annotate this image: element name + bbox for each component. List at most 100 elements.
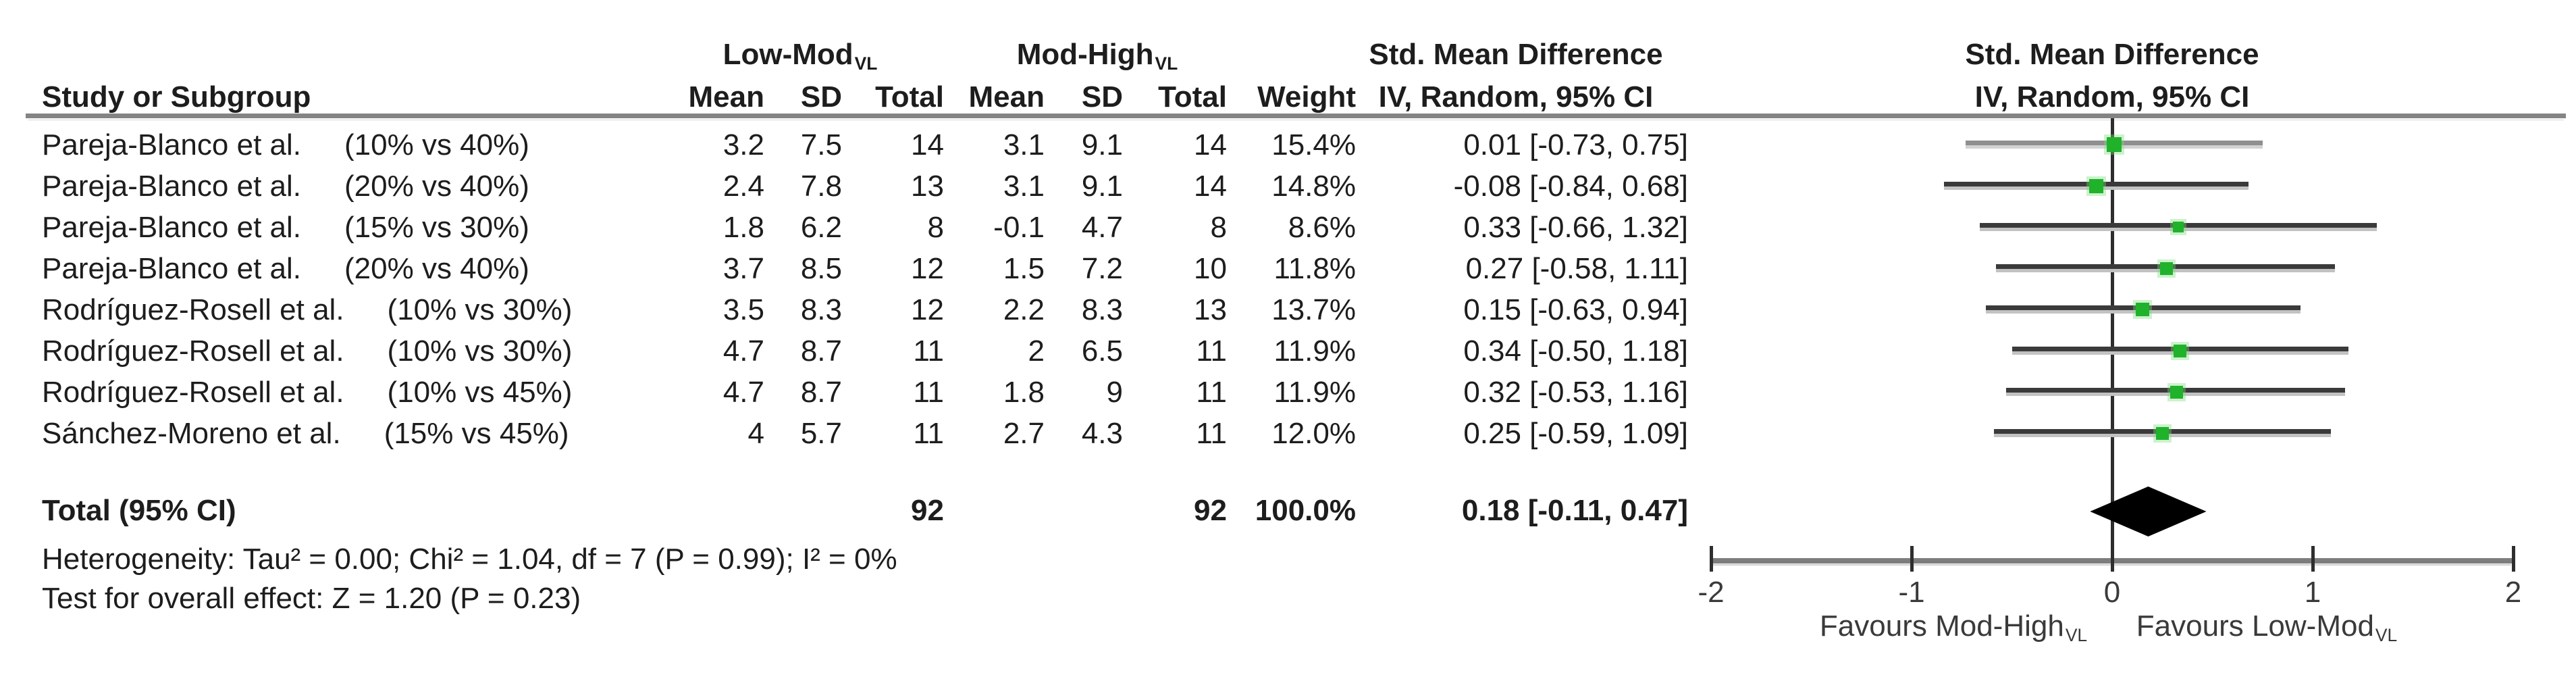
total-row-total2: 92	[1194, 494, 1227, 527]
sd2-value: 8.3	[1081, 293, 1123, 326]
mean1-header: Mean	[688, 80, 764, 114]
weight-value: 11.9%	[1273, 334, 1357, 368]
group1-header: Low-ModVL	[723, 34, 878, 75]
total-row-weight: 100.0%	[1255, 494, 1356, 527]
ci-text: -0.08 [-0.84, 0.68]	[1453, 170, 1688, 203]
weight-value: 11.9%	[1273, 376, 1357, 409]
favours-left-label: Favours Mod-HighVL	[1820, 607, 2087, 645]
study-name: Sánchez-Moreno et al.	[42, 417, 341, 450]
table-row: Pareja-Blanco et al. (20% vs 40%)	[42, 248, 529, 289]
ci-text: 0.33 [-0.66, 1.32]	[1463, 211, 1688, 244]
heterogeneity-text: Heterogeneity: Tau² = 0.00; Chi² = 1.04,…	[42, 543, 897, 576]
sd1-value: 7.8	[800, 170, 842, 203]
sd2-value: 4.7	[1081, 211, 1123, 244]
overall-effect-text: Test for overall effect: Z = 1.20 (P = 0…	[42, 582, 581, 615]
weight-value: 13.7%	[1271, 293, 1356, 326]
plot-subtitle: IV, Random, 95% CI	[1974, 80, 2250, 114]
total1-value: 11	[913, 417, 944, 450]
smd-column-title: Std. Mean Difference	[1369, 38, 1663, 71]
total1-value: 12	[911, 252, 944, 285]
plot-title: Std. Mean Difference	[1965, 38, 2259, 71]
point-estimate-marker	[2170, 385, 2183, 399]
point-estimate-marker	[2135, 303, 2149, 316]
sd1-value: 7.5	[800, 128, 842, 161]
point-estimate-marker	[2173, 222, 2184, 232]
axis-tick	[1710, 546, 1713, 572]
axis-tick	[1910, 546, 1914, 572]
point-estimate-marker	[2174, 344, 2187, 357]
study-subgroup: (10% vs 40%)	[344, 128, 529, 161]
mean2-value: 3.1	[1003, 170, 1045, 203]
total2-value: 8	[1210, 211, 1227, 244]
sd1-value: 8.5	[800, 252, 842, 285]
mean1-value: 1.8	[722, 211, 764, 244]
mean1-value: 2.4	[722, 170, 764, 203]
total-row-ci: 0.18 [-0.11, 0.47]	[1461, 494, 1688, 527]
favours-left-subscript: VL	[2065, 625, 2088, 646]
sd2-value: 9.1	[1081, 128, 1123, 161]
study-subgroup: (10% vs 30%)	[387, 334, 573, 368]
study-name: Rodríguez-Rosell et al.	[42, 334, 344, 368]
table-row: Pareja-Blanco et al. (10% vs 40%)	[42, 124, 529, 166]
table-row: Pareja-Blanco et al. (15% vs 30%)	[42, 207, 529, 248]
axis-tick	[2311, 546, 2315, 572]
total2-value: 11	[1196, 417, 1227, 450]
ci-text: 0.27 [-0.58, 1.11]	[1465, 252, 1688, 285]
mean2-value: 1.8	[1003, 376, 1045, 409]
total-row-label: Total (95% CI)	[42, 494, 236, 527]
ci-text: 0.01 [-0.73, 0.75]	[1463, 128, 1688, 161]
axis-tick-label: 0	[2103, 576, 2121, 609]
header-rule	[26, 114, 2566, 118]
mean1-value: 4	[747, 417, 764, 450]
mean1-value: 3.7	[722, 252, 764, 285]
study-name: Pareja-Blanco et al.	[42, 170, 301, 203]
sd2-value: 6.5	[1081, 334, 1123, 368]
total2-header: Total	[1158, 80, 1227, 114]
point-estimate-marker	[2155, 426, 2169, 440]
study-name: Pareja-Blanco et al.	[42, 211, 301, 244]
axis-tick-label: -2	[1698, 576, 1725, 609]
weight-value: 8.6%	[1288, 211, 1356, 244]
axis-tick-label: 1	[2304, 576, 2321, 609]
mean2-value: 2.7	[1003, 417, 1045, 450]
point-estimate-marker	[2106, 137, 2122, 152]
zero-line	[2111, 118, 2114, 561]
favours-left-text: Favours Mod-High	[1819, 609, 2064, 643]
total1-value: 14	[911, 128, 944, 161]
table-row: Rodríguez-Rosell et al. (10% vs 45%)	[42, 372, 572, 413]
weight-value: 15.4%	[1271, 128, 1356, 161]
favours-right-label: Favours Low-ModVL	[2136, 607, 2397, 645]
axis-tick-label: 2	[2504, 576, 2522, 609]
total-row-total1: 92	[911, 494, 944, 527]
weight-value: 14.8%	[1271, 170, 1356, 203]
sd2-value: 9	[1106, 376, 1123, 409]
total1-value: 12	[911, 293, 944, 326]
total1-value: 11	[913, 376, 944, 409]
total1-value: 13	[911, 170, 944, 203]
sd1-header: SD	[800, 80, 842, 114]
study-column-header: Study or Subgroup	[42, 80, 311, 114]
group2-subscript: VL	[1155, 53, 1178, 74]
table-row: Rodríguez-Rosell et al. (10% vs 30%)	[42, 289, 572, 330]
ci-text: 0.34 [-0.50, 1.18]	[1463, 334, 1688, 368]
group1-label: Low-Mod	[722, 38, 853, 71]
mean2-header: Mean	[968, 80, 1045, 114]
sd2-value: 4.3	[1081, 417, 1123, 450]
total2-value: 13	[1194, 293, 1227, 326]
table-row: Sánchez-Moreno et al. (15% vs 45%)	[42, 413, 569, 454]
total2-value: 11	[1196, 376, 1227, 409]
study-subgroup: (20% vs 40%)	[344, 252, 529, 285]
study-subgroup: (15% vs 45%)	[384, 417, 569, 450]
mean1-value: 4.7	[722, 334, 764, 368]
study-subgroup: (10% vs 30%)	[387, 293, 573, 326]
total2-value: 11	[1196, 334, 1227, 368]
mean1-value: 4.7	[722, 376, 764, 409]
study-subgroup: (15% vs 30%)	[344, 211, 529, 244]
weight-value: 11.8%	[1273, 252, 1357, 285]
weight-header: Weight	[1257, 80, 1356, 114]
sd2-value: 9.1	[1081, 170, 1123, 203]
group1-subscript: VL	[854, 53, 878, 74]
point-estimate-marker	[2088, 178, 2103, 193]
mean2-value: 3.1	[1003, 128, 1045, 161]
